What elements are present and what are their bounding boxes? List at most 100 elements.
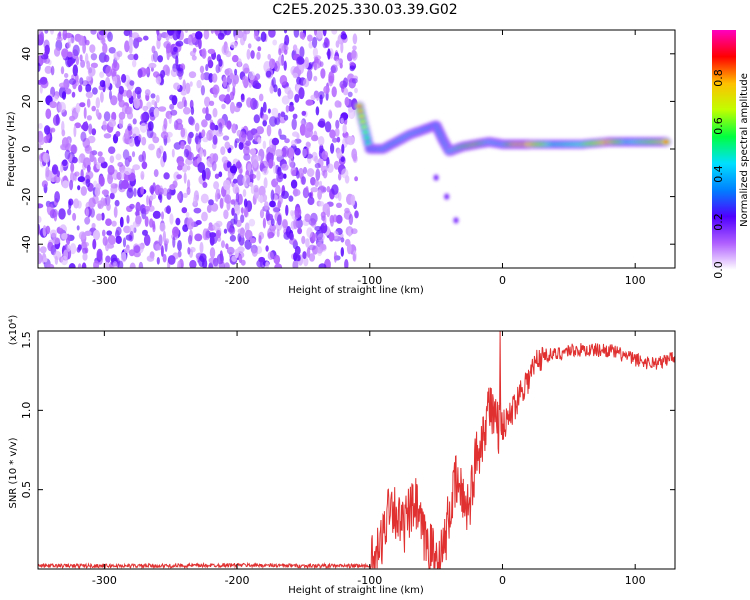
noise-blob bbox=[161, 211, 164, 220]
noise-blob bbox=[60, 66, 65, 75]
noise-blob bbox=[243, 153, 251, 161]
noise-blob bbox=[186, 186, 191, 196]
noise-blob bbox=[61, 129, 66, 137]
noise-blob bbox=[318, 201, 325, 207]
noise-blob bbox=[265, 70, 272, 78]
snr-y-label: SNR (10 * v/v) bbox=[8, 437, 19, 508]
noise-blob bbox=[175, 40, 184, 47]
noise-blob bbox=[115, 235, 122, 244]
noise-blob bbox=[102, 120, 107, 132]
noise-blob bbox=[87, 66, 96, 77]
noise-blob bbox=[44, 65, 52, 74]
noise-blob bbox=[317, 233, 325, 242]
noise-blob bbox=[247, 43, 252, 49]
noise-blob bbox=[331, 30, 338, 35]
noise-blob bbox=[160, 131, 169, 139]
noise-blob bbox=[339, 62, 343, 69]
noise-blob bbox=[105, 65, 113, 78]
noise-blob bbox=[46, 263, 55, 268]
noise-blob bbox=[311, 134, 319, 142]
noise-blob bbox=[172, 226, 180, 237]
noise-blob bbox=[301, 110, 307, 116]
noise-blob bbox=[299, 123, 306, 136]
colorbar-gradient bbox=[712, 30, 736, 270]
noise-blob bbox=[293, 218, 298, 230]
noise-blob bbox=[144, 89, 151, 96]
noise-blob bbox=[352, 253, 356, 262]
noise-blob bbox=[342, 123, 347, 134]
noise-blob bbox=[306, 227, 313, 239]
noise-blob bbox=[151, 45, 156, 54]
noise-blob bbox=[258, 256, 266, 263]
x-tick-label: -100 bbox=[357, 574, 382, 587]
noise-blob bbox=[246, 97, 253, 108]
noise-blob bbox=[112, 261, 118, 268]
noise-blob bbox=[230, 199, 236, 205]
noise-blob bbox=[172, 30, 179, 41]
noise-blob bbox=[234, 35, 238, 41]
noise-blob bbox=[305, 147, 310, 156]
noise-blob bbox=[131, 151, 136, 158]
noise-blob bbox=[44, 125, 51, 135]
noise-blob bbox=[66, 244, 71, 252]
noise-blob bbox=[231, 123, 237, 134]
noise-blob bbox=[285, 204, 289, 216]
noise-blob bbox=[80, 131, 87, 142]
noise-blob bbox=[275, 149, 283, 157]
noise-blob bbox=[101, 212, 105, 221]
noise-blob bbox=[305, 141, 311, 148]
noise-blob bbox=[209, 235, 215, 246]
noise-blob bbox=[221, 44, 229, 56]
noise-blob bbox=[203, 149, 207, 157]
noise-blob bbox=[144, 216, 149, 227]
noise-blob bbox=[248, 218, 256, 227]
noise-blob bbox=[279, 134, 287, 140]
noise-blob bbox=[142, 105, 149, 112]
noise-blob bbox=[44, 30, 49, 34]
y-tick-label: 20 bbox=[20, 94, 33, 108]
x-tick-label: -100 bbox=[357, 274, 382, 287]
noise-blob bbox=[171, 49, 179, 59]
noise-blob bbox=[191, 55, 197, 61]
noise-blob bbox=[126, 187, 134, 199]
noise-blob bbox=[148, 62, 157, 69]
noise-blob bbox=[183, 148, 189, 158]
noise-blob bbox=[346, 242, 352, 255]
snr-y-scale-label: (x10⁴) bbox=[8, 315, 19, 346]
noise-blob bbox=[129, 262, 136, 268]
noise-blob bbox=[129, 203, 135, 209]
noise-blob bbox=[232, 178, 238, 184]
noise-blob bbox=[166, 51, 170, 61]
noise-blob bbox=[194, 233, 203, 242]
noise-blob bbox=[257, 137, 262, 144]
noise-blob bbox=[102, 229, 106, 237]
noise-blob bbox=[135, 37, 143, 43]
noise-blob bbox=[170, 68, 178, 78]
noise-blob bbox=[111, 220, 117, 227]
noise-blob bbox=[133, 187, 137, 197]
noise-blob bbox=[119, 216, 124, 228]
noise-blob bbox=[268, 144, 276, 154]
noise-blob bbox=[152, 210, 161, 219]
noise-blob bbox=[97, 151, 103, 157]
noise-blob bbox=[183, 99, 188, 108]
noise-blob bbox=[159, 185, 164, 195]
noise-blob bbox=[352, 45, 357, 51]
noise-blob bbox=[193, 207, 202, 214]
noise-blob bbox=[218, 122, 223, 135]
noise-blob bbox=[140, 186, 145, 195]
noise-blob bbox=[240, 227, 245, 239]
snr-x-ticks: -300 -200 -100 0 100 bbox=[92, 331, 646, 587]
noise-blob bbox=[121, 73, 127, 83]
noise-blob bbox=[162, 253, 167, 263]
noise-blob bbox=[266, 124, 272, 137]
noise-blob bbox=[127, 125, 132, 131]
noise-blob bbox=[85, 170, 94, 180]
noise-blob bbox=[132, 118, 137, 125]
noise-blob bbox=[122, 237, 127, 248]
noise-blob bbox=[230, 41, 238, 49]
noise-blob bbox=[58, 208, 66, 220]
noise-blob bbox=[220, 146, 226, 156]
noise-blob bbox=[173, 46, 178, 52]
noise-blob bbox=[54, 191, 60, 203]
